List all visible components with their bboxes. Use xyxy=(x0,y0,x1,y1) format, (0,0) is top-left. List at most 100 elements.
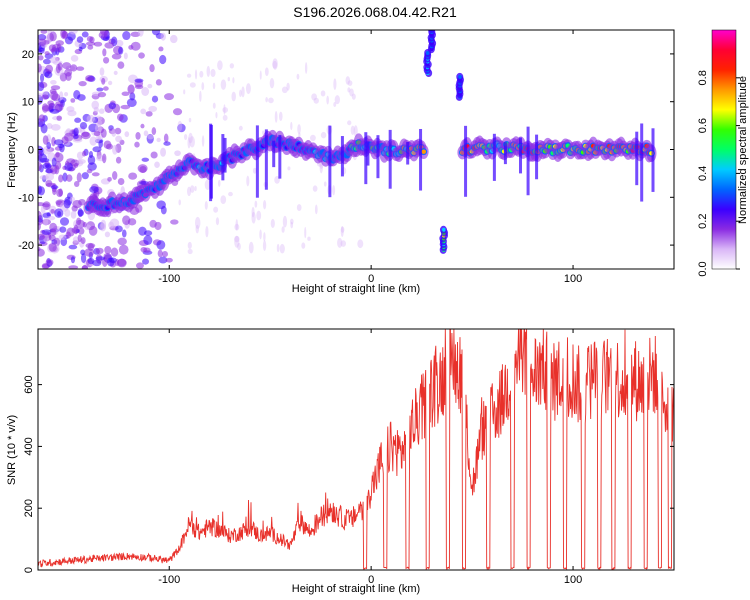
noise-blob xyxy=(223,104,226,115)
x-tick-label: 0 xyxy=(368,574,374,586)
noise-blob xyxy=(188,117,192,123)
noise-blob xyxy=(56,115,63,121)
noise-blob xyxy=(326,95,329,105)
noise-blob xyxy=(188,132,193,144)
noise-blob xyxy=(110,247,119,257)
noise-blob xyxy=(199,90,202,102)
noise-blob xyxy=(107,176,112,182)
noise-blob xyxy=(134,78,144,83)
noise-blob xyxy=(287,166,291,171)
noise-blob xyxy=(187,186,192,197)
noise-blob xyxy=(229,63,235,69)
noise-blob xyxy=(51,136,56,147)
noise-blob xyxy=(40,123,48,134)
noise-blob xyxy=(109,218,120,228)
noise-blob xyxy=(76,217,82,226)
noise-blob xyxy=(99,67,105,76)
noise-blob xyxy=(102,86,109,91)
streak xyxy=(255,125,259,198)
noise-blob xyxy=(40,30,48,34)
streak xyxy=(535,134,539,180)
streak xyxy=(635,131,639,186)
noise-blob xyxy=(68,30,79,35)
noise-blob xyxy=(357,239,364,249)
streak xyxy=(503,142,507,165)
streak xyxy=(519,137,523,174)
snr-marks xyxy=(38,329,674,570)
noise-blob xyxy=(76,36,84,43)
noise-blob xyxy=(194,186,197,192)
noise-blob xyxy=(95,247,104,255)
noise-blob xyxy=(92,259,102,267)
noise-blob xyxy=(222,107,229,113)
noise-blob xyxy=(70,210,77,219)
noise-blob xyxy=(234,223,240,231)
noise-blob xyxy=(215,217,220,226)
noise-blob xyxy=(77,234,82,243)
noise-blob xyxy=(150,151,158,159)
noise-blob xyxy=(307,236,311,241)
noise-blob xyxy=(238,125,243,131)
noise-blob xyxy=(86,114,95,123)
noise-blob xyxy=(156,137,161,143)
noise-blob xyxy=(234,235,240,248)
noise-blob xyxy=(149,64,155,73)
noise-blob xyxy=(140,123,145,129)
figure-title: S196.2026.068.04.42.R21 xyxy=(293,4,457,20)
noise-blob xyxy=(268,97,274,104)
aliased-core xyxy=(442,227,446,232)
colorbar: 0.0 0.2 0.4 0.6 0.8 Normalized spectral ampl… xyxy=(697,29,749,277)
noise-blob xyxy=(84,248,95,257)
noise-blob xyxy=(38,161,42,172)
noise-blob xyxy=(319,162,323,174)
noise-blob xyxy=(93,131,101,137)
colorbar-tick-label: 0.4 xyxy=(697,166,709,181)
x-tick-label: -100 xyxy=(158,273,180,285)
noise-blob xyxy=(347,80,353,86)
noise-blob xyxy=(76,172,82,183)
y-tick-label: 20 xyxy=(22,49,34,61)
noise-blob xyxy=(58,174,64,183)
noise-blob xyxy=(320,131,327,139)
x-tick-label: 100 xyxy=(564,273,582,285)
noise-blob xyxy=(95,256,105,261)
noise-blob xyxy=(38,185,42,195)
noise-blob xyxy=(81,31,89,38)
noise-blob xyxy=(59,217,70,226)
noise-blob xyxy=(102,48,107,57)
noise-blob xyxy=(155,79,162,86)
noise-blob xyxy=(272,58,278,70)
noise-blob xyxy=(320,90,326,97)
noise-blob xyxy=(220,79,227,90)
noise-blob xyxy=(309,134,316,142)
noise-blob xyxy=(80,237,86,244)
noise-blob xyxy=(118,244,129,255)
noise-blob xyxy=(286,82,290,91)
noise-blob xyxy=(98,108,105,114)
y-tick-label: 600 xyxy=(23,375,35,393)
snr-axes: -100 0 100 0 200 400 600 xyxy=(23,329,674,586)
noise-blob xyxy=(334,95,341,105)
noise-blob xyxy=(156,240,166,250)
noise-blob xyxy=(50,228,57,236)
noise-blob xyxy=(290,221,294,229)
noise-blob xyxy=(73,224,79,235)
noise-blob xyxy=(145,111,153,117)
noise-blob xyxy=(290,218,294,225)
noise-blob xyxy=(120,104,131,110)
colorbar-ticks: 0.0 0.2 0.4 0.6 0.8 xyxy=(697,70,740,277)
noise-blob xyxy=(69,196,75,202)
noise-blob xyxy=(151,127,157,136)
noise-blob xyxy=(121,229,127,238)
noise-blob xyxy=(215,111,218,119)
noise-blob xyxy=(126,98,137,108)
noise-blob xyxy=(174,150,181,157)
noise-blob xyxy=(82,150,87,157)
streak xyxy=(464,125,468,197)
noise-blob xyxy=(134,141,140,148)
noise-blob xyxy=(41,94,49,100)
noise-blob xyxy=(72,138,83,143)
noise-blob xyxy=(56,188,63,198)
noise-blob xyxy=(48,242,57,252)
